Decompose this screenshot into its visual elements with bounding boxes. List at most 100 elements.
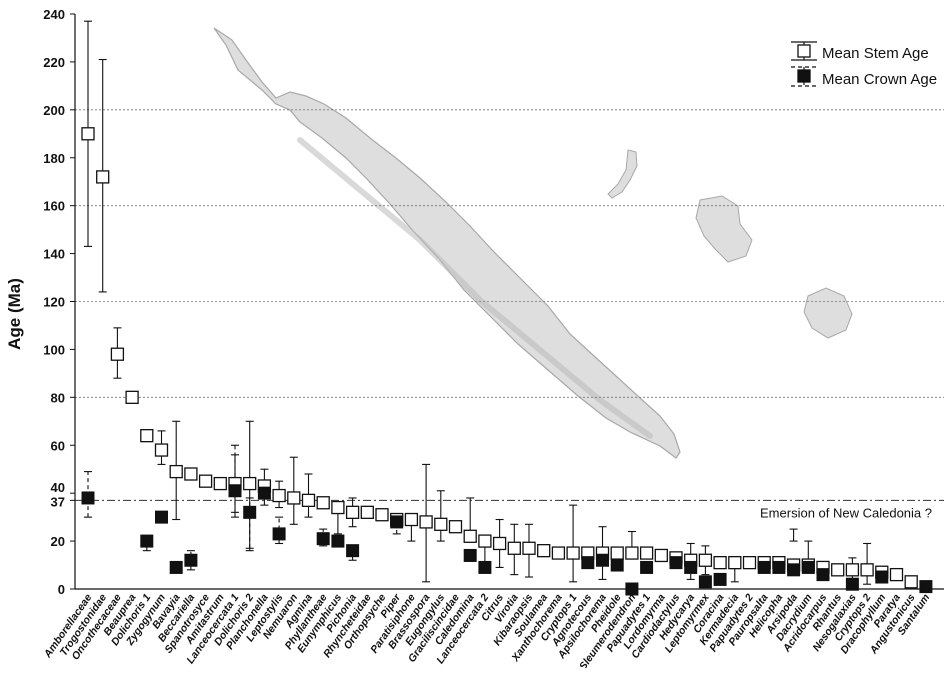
crown-point-16: [316, 532, 330, 546]
crown-point-46: [757, 560, 771, 574]
stem-point-19: [360, 505, 374, 519]
stem-point-9: [213, 476, 227, 491]
crown-point-21: [390, 515, 404, 529]
stem-point-36: [610, 546, 624, 560]
crown-point-27: [478, 560, 492, 574]
grande-terre-relief: [297, 137, 653, 439]
crown-point-52: [845, 577, 859, 591]
stem-point-38: [639, 546, 654, 560]
crown-point-11: [243, 505, 257, 519]
reference-line-group: Emersion of New Caledonia ?: [75, 499, 944, 520]
stem-point-39: [654, 548, 668, 563]
axes: 0 20 40 60 80 100 120 140 160 180 200 220 240 37: [43, 7, 944, 597]
crown-point-36: [610, 558, 624, 572]
stem-point-24: [434, 517, 448, 531]
legend: Mean Stem Age Mean Crown Age: [791, 41, 937, 88]
stem-point-4: [140, 429, 154, 443]
stem-point-32: [551, 546, 566, 560]
crown-point-5: [155, 510, 168, 524]
stem-point-13: [272, 488, 286, 503]
y-tick-label-140: 140: [43, 247, 65, 262]
stem-point-0: [81, 127, 95, 141]
stem-point-20: [375, 508, 389, 522]
grande-terre-island: [213, 27, 681, 459]
stem-point-16: [316, 496, 330, 510]
grid-lines: [75, 109, 944, 398]
mare-island: [803, 287, 853, 339]
y-tick-label-100: 100: [43, 342, 65, 357]
stem-point-51: [831, 563, 845, 577]
crown-point-43: [713, 572, 727, 586]
crown-point-41: [684, 560, 698, 574]
crown-point-13: [272, 527, 286, 541]
stem-point-5: [154, 443, 169, 457]
stem-point-11: [243, 476, 257, 491]
legend-crown-symbol: [791, 66, 817, 87]
y-tick-label-20: 20: [51, 534, 65, 549]
crown-point-7: [184, 553, 198, 567]
crown-point-35: [596, 553, 609, 567]
crown-point-47: [772, 560, 786, 574]
legend-stem-symbol: [791, 41, 817, 61]
y-tick-label-220: 220: [43, 55, 65, 70]
stem-point-25: [448, 520, 463, 534]
crown-point-54: [875, 570, 889, 584]
stem-point-22: [404, 512, 419, 527]
crown-point-18: [346, 544, 360, 558]
ouvea-island: [607, 149, 638, 199]
crown-point-4: [140, 534, 154, 548]
stem-point-2: [110, 347, 125, 361]
crown-point-38: [640, 560, 654, 574]
stem-point-56: [904, 575, 918, 589]
stem-point-45: [742, 555, 757, 570]
stem-point-18: [345, 505, 360, 519]
stem-point-7: [184, 467, 198, 481]
y-tick-label-180: 180: [43, 151, 65, 166]
y-tick-label-120: 120: [43, 295, 65, 310]
y-tick-label-200: 200: [43, 103, 65, 118]
crown-point-42: [698, 575, 712, 589]
crown-point-34: [581, 556, 595, 570]
y-tick-label-40: 40: [51, 480, 65, 495]
stem-point-29: [507, 541, 521, 555]
crown-point-17: [331, 534, 345, 548]
stem-point-30: [522, 541, 536, 555]
crown-point-49: [801, 560, 815, 574]
crown-point-12: [257, 486, 271, 500]
stem-point-37: [625, 546, 639, 560]
stem-point-6: [169, 464, 183, 479]
emersion-reference-label: Emersion of New Caledonia ?: [760, 505, 932, 520]
stem-point-28: [492, 536, 507, 551]
stem-point-17: [331, 500, 345, 515]
y-tick-label-0: 0: [58, 582, 65, 597]
y-tick-label-160: 160: [43, 199, 65, 214]
stem-point-53: [860, 563, 874, 577]
stem-point-31: [537, 544, 551, 558]
stem-point-43: [713, 555, 727, 570]
stem-point-33: [566, 546, 580, 560]
data-markers: [81, 127, 933, 596]
crown-point-40: [669, 556, 683, 570]
crown-point-37: [625, 582, 639, 596]
stem-point-23: [419, 515, 433, 529]
stem-point-1: [96, 170, 110, 184]
crown-point-26: [463, 548, 477, 562]
y-tick-label-80: 80: [51, 390, 65, 405]
crown-point-48: [787, 563, 801, 577]
stem-point-27: [478, 534, 492, 548]
x-tick-labels: AmborellaceaeTrogostonidaeOncothecaceaeB…: [41, 591, 932, 672]
stem-point-3: [125, 390, 139, 404]
stem-point-55: [889, 567, 904, 582]
y-tick-label-60: 60: [51, 438, 65, 453]
crown-point-10: [228, 484, 242, 498]
lifou-island: [695, 195, 753, 263]
stem-point-42: [698, 553, 713, 567]
crown-point-50: [816, 568, 830, 582]
legend-stem-label: Mean Stem Age: [822, 45, 929, 62]
y-tick-label-240: 240: [43, 7, 65, 22]
stem-point-8: [198, 474, 213, 488]
stem-point-14: [287, 491, 301, 505]
crown-point-57: [919, 580, 933, 594]
